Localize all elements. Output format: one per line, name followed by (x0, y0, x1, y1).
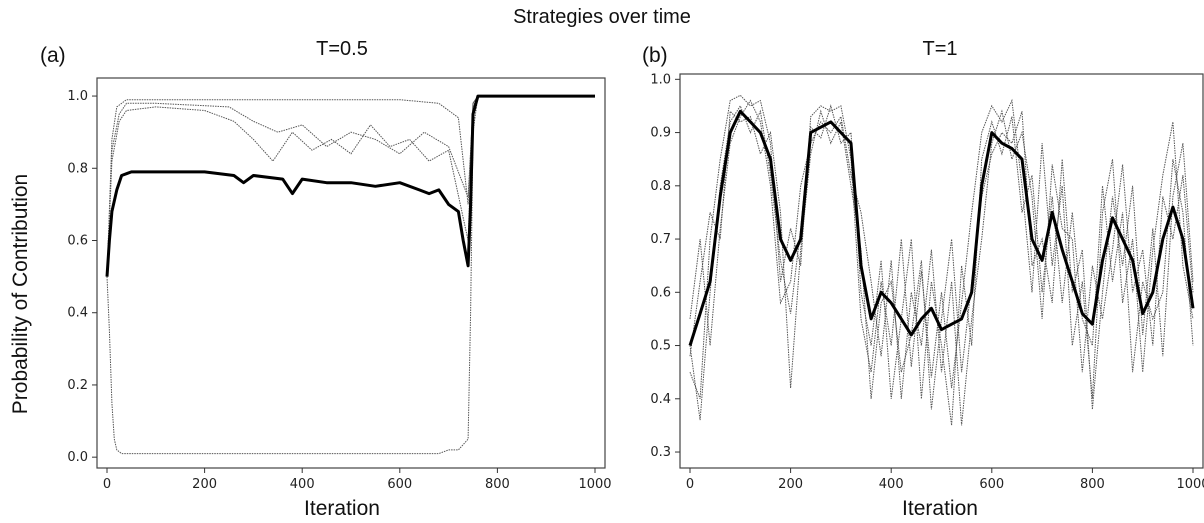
mean-strategy-line (688, 109, 1195, 346)
x-tick-label: 200 (192, 477, 217, 492)
x-tick-label: 200 (778, 477, 803, 492)
x-tick-label: 800 (1080, 477, 1105, 492)
y-tick-label: 0.2 (67, 378, 88, 393)
y-tick-label: 0.4 (67, 306, 88, 321)
x-tick-label: 1000 (1176, 477, 1204, 492)
x-tick-label: 400 (879, 477, 904, 492)
y-tick-label: 0.0 (67, 450, 88, 465)
y-tick-label: 0.6 (67, 234, 88, 249)
individual-strategy-line (689, 104, 1194, 426)
x-tick-label: 800 (485, 477, 510, 492)
y-tick-label: 0.8 (67, 161, 88, 176)
individual-strategy-line (106, 95, 595, 277)
panel-b-xlabel: Iteration (902, 497, 978, 520)
y-tick-label: 0.3 (650, 445, 671, 460)
y-tick-label: 1.0 (650, 72, 671, 87)
panel-0-frame (96, 77, 606, 469)
y-tick-label: 0.5 (650, 339, 671, 354)
x-tick-label: 1000 (578, 477, 611, 492)
panel-b-label: (b) (642, 44, 668, 67)
panel-b-title: T=1 (922, 38, 958, 60)
y-tick-label: 0.8 (650, 179, 671, 194)
x-tick-label: 400 (290, 477, 315, 492)
panel-a-title: T=0.5 (316, 38, 368, 60)
individual-strategy-line (689, 99, 1194, 426)
figure-title: Strategies over time (513, 6, 691, 28)
individual-strategy-line (106, 95, 595, 455)
y-tick-label: 0.7 (650, 232, 671, 247)
y-tick-label: 0.9 (650, 126, 671, 141)
panel-1-frame (679, 73, 1204, 469)
individual-strategy-line (106, 95, 595, 277)
x-tick-label: 0 (103, 477, 111, 492)
x-tick-label: 600 (979, 477, 1004, 492)
individual-strategy-line (106, 95, 595, 277)
y-tick-label: 1.0 (67, 89, 88, 104)
x-tick-label: 600 (387, 477, 412, 492)
x-tick-label: 0 (686, 477, 694, 492)
panel-a-xlabel: Iteration (304, 497, 380, 520)
mean-strategy-line (105, 94, 595, 277)
y-tick-label: 0.6 (650, 285, 671, 300)
y-tick-label: 0.4 (650, 392, 671, 407)
panel-a-label: (a) (40, 44, 66, 67)
